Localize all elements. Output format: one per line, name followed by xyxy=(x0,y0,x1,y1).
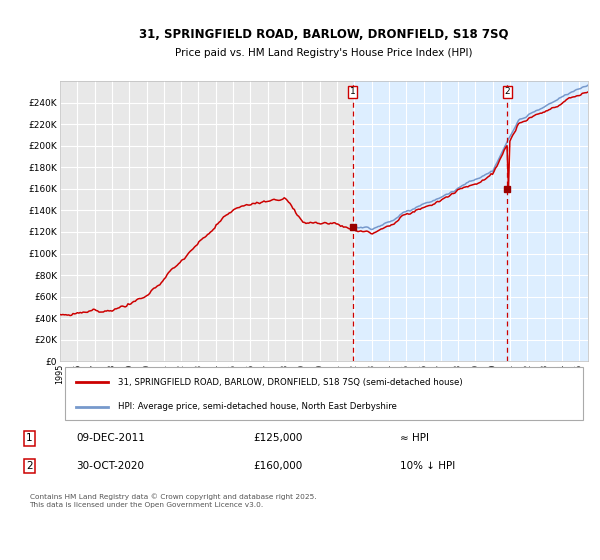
Text: Contains HM Land Registry data © Crown copyright and database right 2025.
This d: Contains HM Land Registry data © Crown c… xyxy=(29,493,316,508)
Text: Price paid vs. HM Land Registry's House Price Index (HPI): Price paid vs. HM Land Registry's House … xyxy=(175,48,473,58)
Text: 10% ↓ HPI: 10% ↓ HPI xyxy=(400,461,455,471)
Text: 1: 1 xyxy=(350,87,356,96)
Text: 2: 2 xyxy=(26,461,33,471)
Text: 09-DEC-2011: 09-DEC-2011 xyxy=(77,433,145,444)
Text: 30-OCT-2020: 30-OCT-2020 xyxy=(77,461,145,471)
FancyBboxPatch shape xyxy=(65,367,583,421)
Text: £125,000: £125,000 xyxy=(253,433,302,444)
Text: HPI: Average price, semi-detached house, North East Derbyshire: HPI: Average price, semi-detached house,… xyxy=(118,402,397,411)
Text: 2: 2 xyxy=(505,87,510,96)
Text: ≈ HPI: ≈ HPI xyxy=(400,433,429,444)
Bar xyxy=(353,81,588,361)
Text: 31, SPRINGFIELD ROAD, BARLOW, DRONFIELD, S18 7SQ: 31, SPRINGFIELD ROAD, BARLOW, DRONFIELD,… xyxy=(139,28,509,41)
Text: 1: 1 xyxy=(26,433,33,444)
Text: 31, SPRINGFIELD ROAD, BARLOW, DRONFIELD, S18 7SQ (semi-detached house): 31, SPRINGFIELD ROAD, BARLOW, DRONFIELD,… xyxy=(118,378,463,387)
Text: £160,000: £160,000 xyxy=(253,461,302,471)
